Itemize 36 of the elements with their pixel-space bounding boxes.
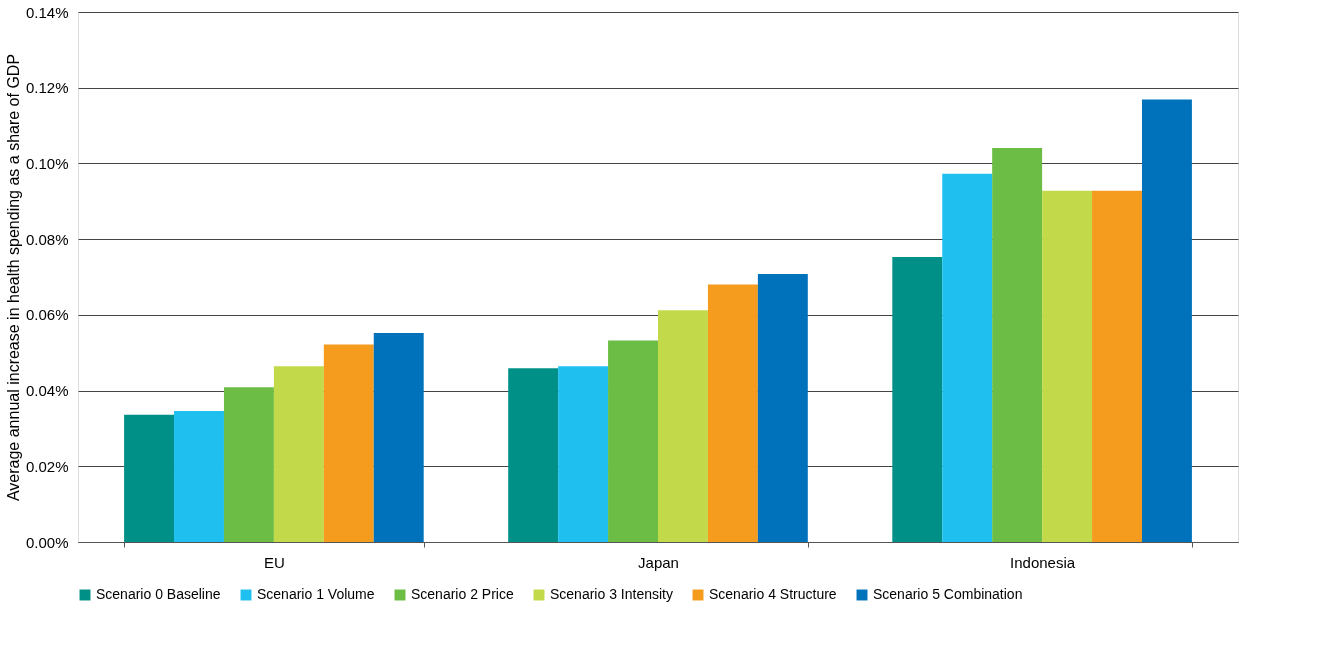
y-tick-label: 0.12% — [25, 79, 69, 97]
bar — [992, 147, 1043, 542]
legend-label: Scenario 1 Volume — [257, 586, 375, 602]
x-tick-label: EU — [263, 553, 285, 571]
y-tick-label: 0.02% — [25, 457, 69, 475]
bar — [608, 340, 658, 542]
bar — [658, 310, 708, 542]
bar — [124, 414, 175, 542]
bar — [323, 344, 374, 542]
y-axis-title: Average annual increase in health spending as a share of GDP — [4, 53, 22, 502]
bar — [942, 173, 993, 542]
y-tick-label: 0.00% — [25, 533, 69, 551]
y-tick-label: 0.06% — [25, 306, 69, 324]
y-tick-label: 0.10% — [25, 154, 69, 172]
y-tick-label: 0.08% — [25, 230, 69, 248]
y-tick-label: 0.04% — [25, 382, 69, 400]
legend-label: Scenario 2 Price — [411, 586, 514, 602]
bar — [1092, 190, 1142, 542]
legend-label: Scenario 3 Intensity — [550, 586, 673, 602]
legend-label: Scenario 5 Combination — [873, 586, 1023, 602]
bar — [373, 333, 424, 542]
bar — [1042, 190, 1093, 542]
x-tick-label: Japan — [638, 553, 679, 571]
y-tick-label: 0.14% — [25, 3, 69, 21]
legend-label: Scenario 0 Baseline — [96, 586, 221, 602]
x-tick-label: Indonesia — [1010, 553, 1076, 571]
bar — [892, 256, 943, 542]
bar — [508, 368, 559, 542]
bar — [273, 366, 324, 542]
bar — [757, 273, 808, 542]
bar — [707, 284, 758, 542]
bar — [1141, 99, 1192, 542]
legend-label: Scenario 4 Structure — [709, 586, 837, 602]
bar — [174, 411, 224, 542]
bar — [558, 366, 609, 542]
bar — [223, 387, 274, 542]
